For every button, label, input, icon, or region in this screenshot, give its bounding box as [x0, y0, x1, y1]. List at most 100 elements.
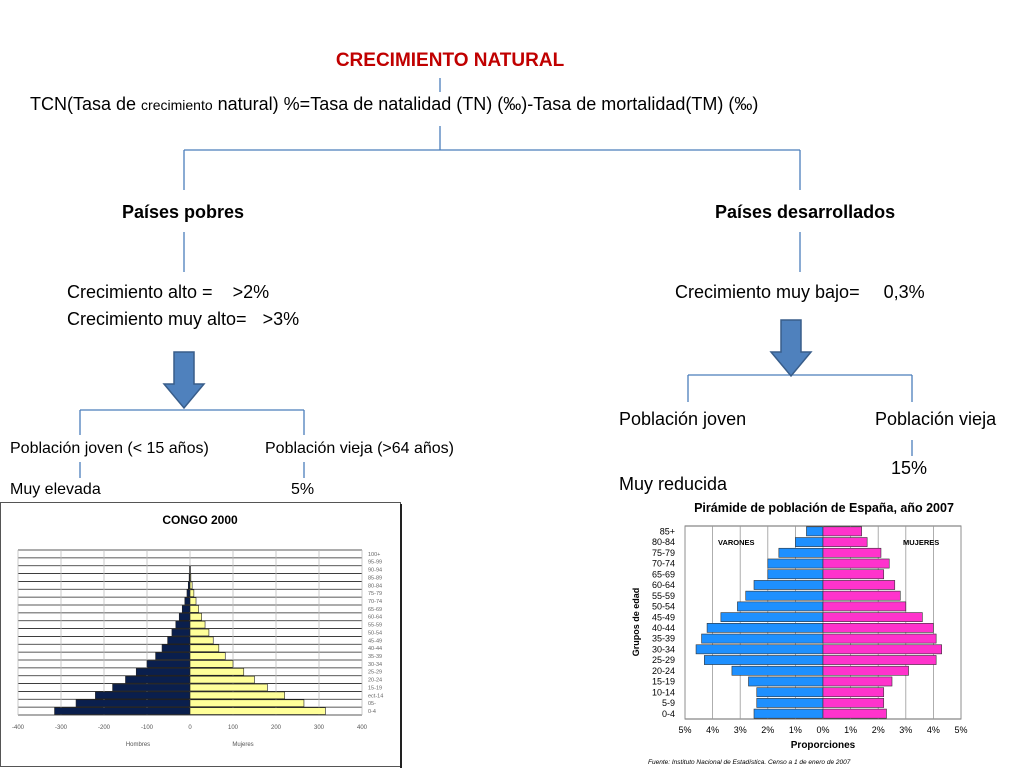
right-young-label: Población joven: [619, 409, 747, 429]
congo-bar-right-80-84: [189, 581, 193, 590]
congo-bar-right-50-54: [189, 628, 210, 637]
spain-bar-left-40-44: [706, 623, 824, 633]
spain-xlabel: Proporciones: [791, 740, 856, 751]
congo-bar-right-05-: [189, 699, 305, 707]
congo-age-label: 65-69: [368, 607, 382, 613]
congo-age-label: 90-94: [368, 568, 382, 574]
spain-left-label: VARONES: [718, 538, 755, 547]
congo-x-tick-label: -200: [98, 725, 111, 731]
spain-bar-right-55-59: [822, 590, 901, 601]
spain-bar-left-70-74: [767, 558, 824, 569]
left-growth-very-high-label: Crecimiento muy alto=: [67, 309, 247, 329]
spain-x-tick-label: 0%: [816, 725, 829, 735]
spain-bar-left-20-24: [731, 665, 824, 676]
spain-age-label: 80-84: [652, 537, 675, 547]
congo-bar-right-30-34: [189, 660, 234, 668]
congo-bar-right-75-79: [189, 589, 195, 597]
right-old-label: Población vieja: [875, 409, 997, 429]
spain-age-label: 0-4: [662, 709, 675, 719]
spain-x-tick-label: 1%: [789, 725, 802, 735]
congo-bar-left-35-39: [155, 652, 191, 660]
spain-bar-left-45-49: [720, 612, 824, 622]
spain-age-label: 40-44: [652, 623, 675, 633]
congo-bar-right-15-19: [189, 683, 268, 692]
spain-bar-left-60-64: [753, 580, 824, 590]
spain-pyramid-chart: Pirámide de población de España, año 200…: [631, 501, 968, 766]
congo-bar-right-45-49: [189, 636, 214, 645]
spain-bar-left-85+: [806, 526, 824, 537]
spain-age-label: 70-74: [652, 559, 675, 569]
spain-age-label: 45-49: [652, 612, 675, 622]
spain-x-tick-label: 4%: [927, 725, 940, 735]
right-heading: Países desarrollados: [715, 202, 896, 222]
spain-grid: [684, 525, 962, 720]
page-title: CRECIMIENTO NATURAL: [335, 50, 565, 71]
spain-bar-right-85+: [822, 526, 862, 537]
congo-x-tick-label: -400: [12, 725, 25, 731]
congo-x-tick-label: 300: [314, 725, 325, 731]
spain-x-tick-label: 5%: [954, 725, 967, 735]
right-young-value: Muy reducida: [619, 474, 728, 494]
congo-bar-left-20-24: [125, 675, 191, 684]
congo-x-tick-label: -300: [55, 725, 68, 731]
congo-bar-left-40-44: [161, 644, 191, 652]
spain-bar-left-25-29: [704, 655, 824, 665]
congo-bar-right-25-29: [189, 668, 245, 676]
spain-bar-right-80-84: [822, 537, 868, 547]
congo-age-label: 0-4: [368, 709, 376, 715]
spain-age-label: 15-19: [652, 677, 675, 687]
spain-bar-left-5-9: [756, 698, 824, 708]
left-down-arrow-icon: [162, 351, 206, 410]
spain-age-label: 55-59: [652, 591, 675, 601]
congo-age-label: 15-19: [368, 685, 382, 691]
spain-x-tick-label: 2%: [761, 725, 774, 735]
spain-x-tick-label: 3%: [734, 725, 747, 735]
congo-bar-left-45-49: [167, 636, 191, 645]
right-growth-very-low-value: 0,3%: [883, 282, 925, 302]
congo-bar-right-0-4: [189, 707, 326, 715]
congo-xlabel-right: Mujeres: [232, 742, 253, 748]
congo-bar-left-15-19: [112, 683, 191, 692]
spain-age-label: 10-14: [652, 687, 675, 697]
congo-bar-left-05-: [75, 699, 191, 707]
congo-x-tick-label: -100: [141, 725, 154, 731]
right-down-arrow-icon: [769, 319, 813, 378]
left-growth-high-value: >2%: [232, 282, 270, 302]
congo-age-label: 20-24: [368, 678, 382, 684]
spain-bar-right-40-44: [822, 623, 934, 633]
spain-bar-left-30-34: [695, 644, 824, 655]
congo-age-label: 55-59: [368, 623, 382, 629]
spain-age-label: 50-54: [652, 602, 675, 612]
left-growth-high-label: Crecimiento alto =: [67, 282, 213, 302]
spain-age-label: 60-64: [652, 580, 675, 590]
spain-bar-right-70-74: [822, 558, 890, 569]
spain-age-label: 35-39: [652, 634, 675, 644]
spain-bar-left-10-14: [756, 687, 824, 698]
spain-age-label: 25-29: [652, 655, 675, 665]
congo-x-ticks: -400 -300 -200 -100 0 100 200 300 400: [12, 725, 368, 731]
spain-bar-right-20-24: [822, 665, 909, 676]
congo-age-label: 45-49: [368, 638, 382, 644]
spain-age-label: 75-79: [652, 548, 675, 558]
left-growth-very-high: Crecimiento muy alto= >3%: [67, 309, 299, 330]
spain-x-tick-label: 5%: [678, 725, 691, 735]
spain-bar-left-80-84: [795, 537, 824, 547]
congo-bar-right-65-69: [189, 605, 199, 613]
left-young-label: Población joven (< 15 años): [10, 440, 209, 457]
formula-part-3: natural) %=Tasa de natalidad (TN) (‰)-Ta…: [212, 94, 759, 114]
spain-bar-right-35-39: [822, 633, 937, 644]
right-growth-very-low: Crecimiento muy bajo= 0,3%: [675, 282, 925, 303]
congo-age-label: 50-54: [368, 630, 382, 636]
congo-bar-left-60-64: [178, 613, 191, 621]
spain-right-label: MUJERES: [903, 538, 939, 547]
spain-bar-left-50-54: [737, 601, 824, 612]
congo-bar-left-50-54: [171, 628, 191, 637]
spain-age-label: 85+: [660, 527, 675, 537]
spain-source: Fuente: Instituto Nacional de Estadístic…: [648, 759, 851, 766]
formula-text: TCN(Tasa de crecimiento natural) %=Tasa …: [30, 94, 758, 115]
spain-chart-title: Pirámide de población de España, año 200…: [694, 501, 954, 515]
spain-age-label: 65-69: [652, 569, 675, 579]
